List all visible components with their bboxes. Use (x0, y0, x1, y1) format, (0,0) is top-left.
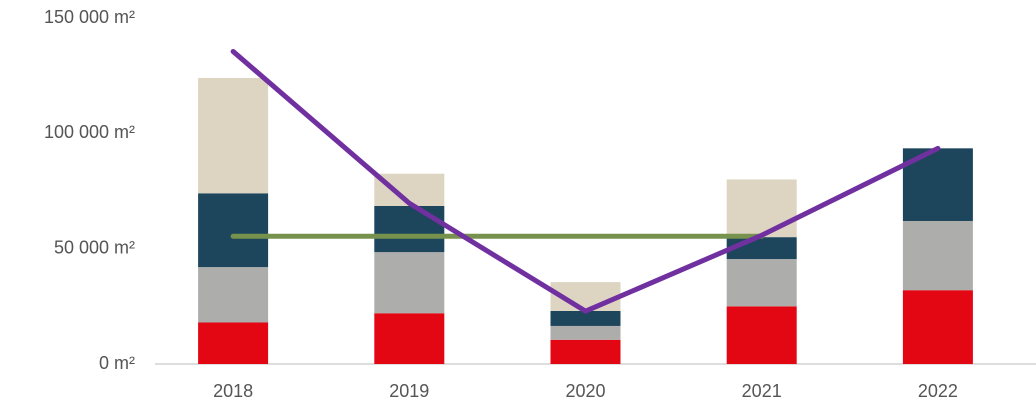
bar-segment (374, 313, 445, 364)
y-tick-label: 150 000 m² (44, 7, 135, 27)
bar-segment (726, 259, 797, 307)
bar-segment (374, 205, 445, 253)
x-tick-label: 2022 (918, 381, 958, 401)
bar-segment (198, 322, 269, 364)
bar-segment (726, 179, 797, 238)
bar-segment (726, 306, 797, 364)
bar-segment (902, 220, 973, 291)
bar-segment (550, 325, 621, 340)
y-tick-label: 50 000 m² (54, 237, 135, 257)
x-tick-label: 2020 (565, 381, 605, 401)
x-tick-label: 2019 (389, 381, 429, 401)
bar-segment (902, 290, 973, 364)
line (230, 48, 941, 314)
bar-segment (198, 267, 269, 323)
bar-segment (374, 252, 445, 314)
bar-segment (198, 77, 269, 194)
x-tick-label: 2018 (213, 381, 253, 401)
y-tick-label: 0 m² (99, 353, 135, 373)
bar-segment (198, 193, 269, 268)
bar-segment (550, 310, 621, 326)
x-tick-label: 2021 (742, 381, 782, 401)
y-tick-label: 100 000 m² (44, 122, 135, 142)
bar-segment (550, 339, 621, 364)
